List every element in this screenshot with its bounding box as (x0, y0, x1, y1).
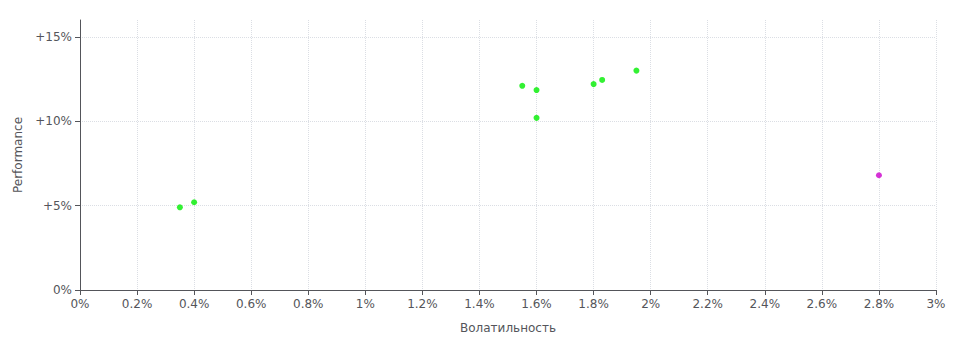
svg-text:0.2%: 0.2% (122, 297, 153, 311)
svg-text:2.8%: 2.8% (864, 297, 895, 311)
svg-text:3%: 3% (926, 297, 945, 311)
svg-text:+10%: +10% (35, 114, 72, 128)
svg-text:2.4%: 2.4% (750, 297, 781, 311)
svg-text:0.6%: 0.6% (236, 297, 267, 311)
svg-text:2.2%: 2.2% (692, 297, 723, 311)
svg-text:+5%: +5% (43, 199, 72, 213)
svg-text:2.6%: 2.6% (807, 297, 838, 311)
svg-text:0%: 0% (70, 297, 89, 311)
svg-text:1.4%: 1.4% (464, 297, 495, 311)
svg-text:Волатильность: Волатильность (460, 321, 556, 335)
svg-text:1%: 1% (356, 297, 375, 311)
svg-text:0%: 0% (53, 283, 72, 297)
svg-text:Performance: Performance (11, 117, 25, 193)
svg-text:+15%: +15% (35, 30, 72, 44)
svg-text:2%: 2% (641, 297, 660, 311)
svg-text:1.2%: 1.2% (407, 297, 438, 311)
svg-text:1.8%: 1.8% (578, 297, 609, 311)
svg-text:0.4%: 0.4% (179, 297, 210, 311)
svg-text:1.6%: 1.6% (521, 297, 552, 311)
svg-text:0.8%: 0.8% (293, 297, 324, 311)
